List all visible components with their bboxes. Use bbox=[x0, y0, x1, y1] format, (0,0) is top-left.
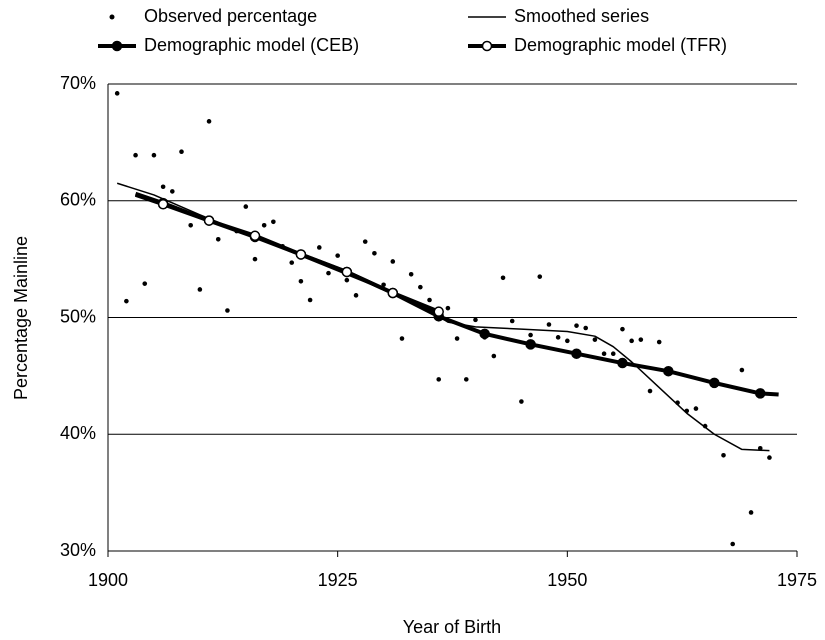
marker bbox=[111, 40, 123, 52]
legend-label: Demographic model (CEB) bbox=[144, 35, 359, 55]
point bbox=[390, 259, 396, 264]
legend-label: Demographic model (TFR) bbox=[514, 35, 727, 55]
point bbox=[326, 270, 331, 276]
y-tick-label: 50% bbox=[60, 306, 96, 326]
point bbox=[151, 152, 157, 158]
point bbox=[372, 250, 377, 256]
point bbox=[629, 338, 634, 344]
point bbox=[133, 152, 138, 158]
point bbox=[335, 253, 340, 258]
point bbox=[362, 239, 368, 244]
point bbox=[592, 337, 598, 342]
point bbox=[160, 184, 166, 190]
point bbox=[206, 119, 212, 124]
point bbox=[353, 293, 359, 298]
marker bbox=[433, 306, 444, 317]
marker bbox=[341, 266, 353, 278]
point bbox=[509, 318, 515, 324]
marker bbox=[709, 377, 720, 389]
point bbox=[610, 351, 616, 356]
marker bbox=[479, 328, 490, 340]
point bbox=[316, 245, 322, 250]
marker bbox=[387, 287, 399, 299]
marker bbox=[755, 388, 766, 399]
x-axis-title: Year of Birth bbox=[403, 617, 501, 637]
y-tick-label: 60% bbox=[60, 190, 96, 210]
point bbox=[307, 297, 313, 303]
point bbox=[491, 353, 497, 359]
series-line bbox=[134, 191, 779, 397]
point bbox=[114, 91, 120, 96]
point bbox=[500, 275, 506, 281]
point bbox=[463, 377, 469, 382]
point bbox=[583, 325, 589, 331]
point bbox=[197, 287, 203, 292]
x-tick-label: 1925 bbox=[318, 570, 358, 590]
point bbox=[620, 326, 625, 332]
legend-label: Observed percentage bbox=[144, 6, 317, 26]
marker bbox=[525, 339, 536, 350]
point bbox=[601, 351, 607, 356]
point bbox=[739, 367, 745, 373]
point bbox=[418, 284, 423, 290]
point bbox=[565, 338, 570, 344]
point bbox=[252, 256, 258, 262]
point bbox=[225, 308, 230, 313]
point bbox=[408, 272, 414, 277]
point bbox=[519, 399, 524, 404]
marker bbox=[481, 40, 493, 52]
point bbox=[399, 336, 405, 341]
point bbox=[289, 260, 295, 265]
point bbox=[574, 323, 579, 328]
point bbox=[243, 204, 249, 209]
marker bbox=[203, 215, 215, 226]
point bbox=[344, 277, 350, 283]
point bbox=[445, 305, 451, 311]
point bbox=[730, 541, 735, 547]
point bbox=[298, 279, 304, 284]
point bbox=[748, 510, 754, 515]
marker bbox=[663, 365, 674, 377]
marker bbox=[295, 249, 307, 260]
point bbox=[767, 455, 772, 460]
point bbox=[427, 297, 432, 303]
point bbox=[528, 332, 533, 338]
point bbox=[261, 222, 267, 228]
legend-label: Smoothed series bbox=[514, 6, 649, 26]
point bbox=[638, 337, 644, 342]
point bbox=[436, 377, 442, 382]
point bbox=[721, 452, 726, 458]
point bbox=[109, 14, 115, 20]
marker bbox=[571, 348, 582, 359]
point bbox=[381, 282, 386, 288]
x-tick-label: 1950 bbox=[547, 570, 587, 590]
point bbox=[546, 322, 552, 327]
point bbox=[555, 335, 561, 340]
point bbox=[170, 189, 175, 194]
point bbox=[473, 317, 478, 323]
point bbox=[647, 388, 653, 394]
point bbox=[271, 219, 276, 225]
x-tick-label: 1975 bbox=[777, 570, 817, 590]
marker bbox=[249, 230, 261, 242]
point bbox=[124, 298, 129, 304]
point bbox=[693, 406, 699, 411]
y-axis-title: Percentage Mainline bbox=[11, 236, 31, 400]
point bbox=[188, 222, 193, 228]
y-tick-label: 70% bbox=[60, 73, 96, 93]
series-line bbox=[134, 193, 440, 314]
point bbox=[215, 236, 221, 242]
point bbox=[454, 336, 460, 341]
x-tick-label: 1900 bbox=[88, 570, 128, 590]
marker bbox=[157, 199, 169, 210]
y-tick-label: 30% bbox=[60, 540, 96, 560]
point bbox=[142, 281, 148, 286]
point bbox=[537, 274, 543, 279]
marker bbox=[617, 357, 628, 369]
point bbox=[656, 339, 662, 345]
point bbox=[179, 149, 184, 155]
y-tick-label: 40% bbox=[60, 423, 96, 443]
